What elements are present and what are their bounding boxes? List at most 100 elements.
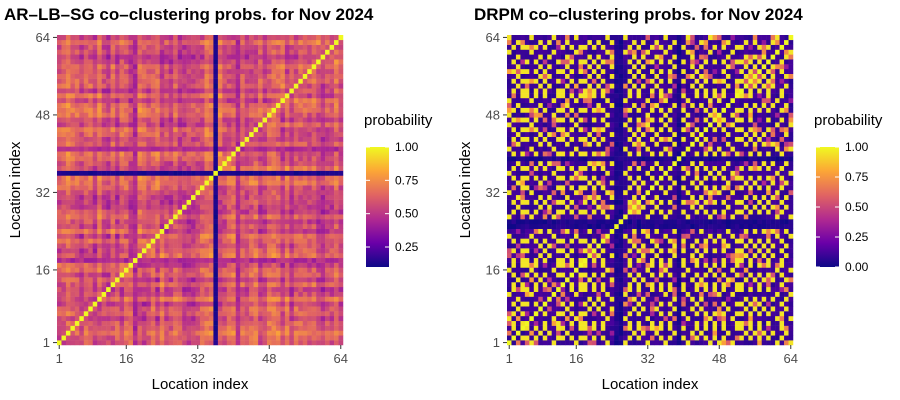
heatmap-cell	[141, 330, 147, 336]
heatmap-cell	[325, 243, 330, 249]
heatmap-cell	[57, 73, 62, 79]
heatmap-cell	[538, 194, 543, 200]
heatmap-cell	[124, 291, 129, 297]
heatmap-cell	[110, 330, 116, 336]
heatmap-cell	[547, 325, 552, 331]
heatmap-cell	[97, 340, 102, 346]
heatmap-cell	[115, 146, 120, 152]
heatmap-cell	[208, 170, 214, 176]
heatmap-cell	[316, 219, 321, 225]
heatmap-cell	[338, 252, 344, 259]
heatmap-cell	[217, 311, 223, 317]
heatmap-cell	[515, 54, 521, 60]
heatmap-cell	[556, 156, 561, 162]
heatmap-cell	[204, 277, 210, 283]
heatmap-cell	[547, 35, 552, 41]
heatmap-cell	[195, 59, 201, 65]
heatmap-cell	[258, 320, 263, 326]
heatmap-cell	[244, 131, 250, 137]
heatmap-cell	[329, 204, 335, 210]
heatmap-cell	[293, 102, 299, 108]
heatmap-cell	[226, 277, 232, 283]
heatmap-cell	[213, 170, 219, 176]
heatmap-cell	[191, 49, 196, 55]
heatmap-cell	[529, 219, 535, 225]
heatmap-cell	[231, 170, 236, 176]
heatmap-cell	[240, 286, 245, 292]
heatmap-cell	[132, 78, 138, 84]
heatmap-cell	[106, 44, 111, 50]
heatmap-cell	[226, 88, 232, 94]
heatmap-cell	[115, 330, 120, 336]
heatmap-cell	[155, 39, 161, 45]
heatmap-cell	[155, 325, 161, 331]
heatmap-cell	[226, 248, 232, 254]
heatmap-cell	[325, 209, 330, 215]
heatmap-cell	[226, 122, 232, 128]
heatmap-cell	[515, 117, 521, 123]
heatmap-cell	[92, 252, 98, 259]
heatmap-cell	[150, 296, 156, 302]
heatmap-cell	[79, 320, 85, 326]
heatmap-cell	[65, 54, 71, 60]
heatmap-cell	[115, 59, 120, 65]
heatmap-cell	[298, 190, 304, 196]
heatmap-cell	[226, 117, 232, 123]
heatmap-cell	[159, 340, 165, 346]
heatmap-cell	[146, 301, 152, 307]
heatmap-cell	[164, 190, 169, 196]
heatmap-cell	[529, 160, 535, 167]
heatmap-cell	[88, 214, 93, 220]
heatmap-cell	[213, 156, 219, 162]
heatmap-cell	[334, 131, 339, 137]
heatmap-cell	[507, 156, 512, 162]
heatmap-cell	[316, 267, 321, 273]
heatmap-cell	[262, 160, 268, 167]
heatmap-cell	[168, 204, 174, 210]
heatmap-cell	[533, 107, 539, 113]
heatmap-cell	[334, 64, 339, 70]
heatmap-cell	[141, 320, 147, 326]
heatmap-cell	[132, 277, 138, 283]
heatmap-cell	[280, 122, 286, 128]
heatmap-cell	[74, 180, 80, 186]
heatmap-cell	[511, 325, 517, 331]
heatmap-cell	[159, 330, 165, 336]
heatmap-cell	[325, 214, 330, 220]
heatmap-cell	[217, 146, 223, 152]
heatmap-cell	[307, 194, 312, 200]
heatmap-cell	[293, 39, 299, 45]
heatmap-cell	[298, 175, 304, 181]
heatmap-cell	[150, 223, 156, 229]
heatmap-cell	[213, 330, 219, 336]
heatmap-cell	[132, 335, 138, 341]
heatmap-cell	[79, 262, 85, 268]
heatmap-cell	[182, 78, 187, 84]
heatmap-cell	[65, 141, 71, 147]
heatmap-cell	[150, 127, 156, 133]
heatmap-cell	[168, 54, 174, 60]
heatmap-cell	[325, 238, 330, 244]
heatmap-cell	[182, 315, 187, 322]
heatmap-cell	[74, 306, 80, 312]
heatmap-cell	[556, 296, 561, 302]
heatmap-cell	[61, 59, 67, 65]
heatmap-cell	[186, 291, 192, 297]
heatmap-cell	[70, 277, 76, 283]
heatmap-cell	[79, 209, 85, 215]
heatmap-cell	[271, 68, 277, 74]
heatmap-cell	[507, 146, 512, 152]
heatmap-cell	[262, 49, 268, 55]
heatmap-cell	[338, 165, 344, 171]
heatmap-cell	[92, 306, 98, 312]
heatmap-cell	[61, 141, 67, 147]
heatmap-cell	[507, 44, 512, 50]
heatmap-cell	[106, 199, 111, 205]
heatmap-cell	[524, 340, 530, 346]
heatmap-cell	[529, 112, 535, 118]
heatmap-cell	[195, 93, 201, 99]
heatmap-cell	[115, 243, 120, 249]
heatmap-cell	[61, 54, 67, 60]
heatmap-cell	[520, 83, 526, 89]
heatmap-cell	[79, 335, 85, 341]
